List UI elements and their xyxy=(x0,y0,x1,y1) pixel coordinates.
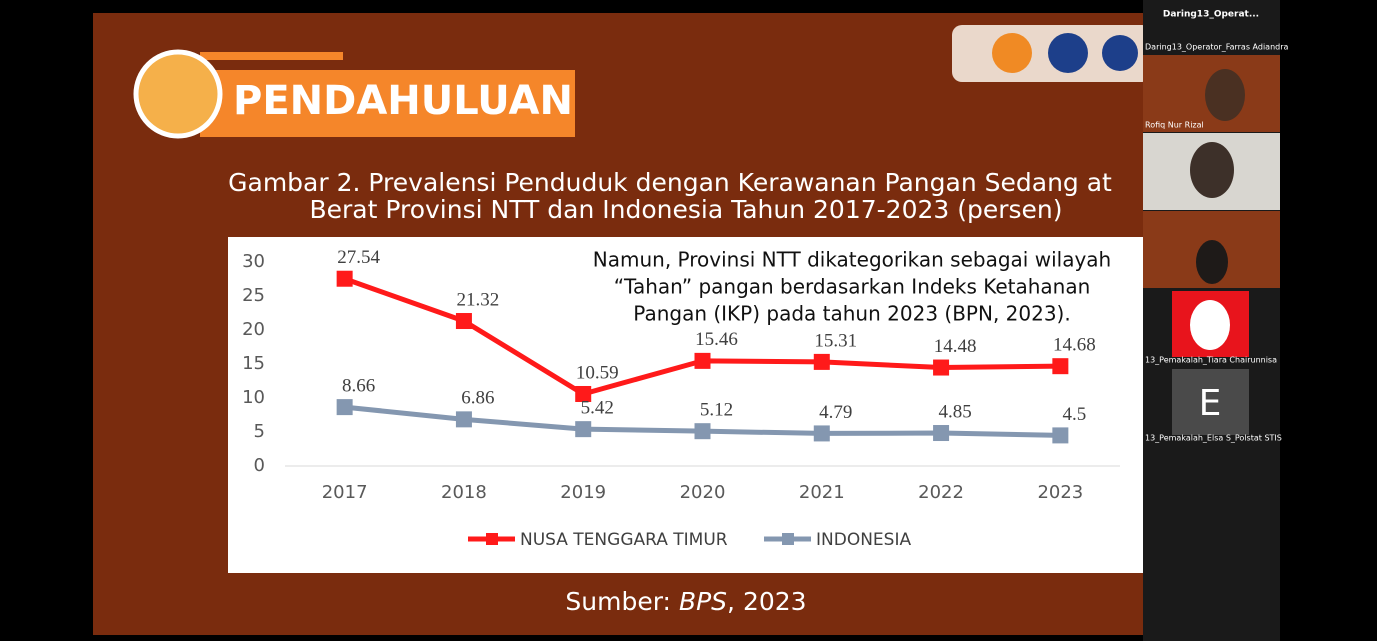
data-label: 8.66 xyxy=(342,375,375,396)
marker xyxy=(933,425,950,442)
figure-title: Berat Provinsi NTT dan Indonesia Tahun 2… xyxy=(309,195,1062,224)
participant-name: Daring13_Operator_Farras Adiandra xyxy=(1145,43,1289,52)
y-tick-label: 30 xyxy=(242,251,265,272)
avatar: E xyxy=(1199,383,1222,424)
data-label: 14.68 xyxy=(1053,335,1096,356)
annotation: Namun, Provinsi NTT dikategorikan sebaga… xyxy=(593,248,1111,272)
data-label: 10.59 xyxy=(576,362,619,383)
data-label: 21.32 xyxy=(457,289,500,310)
marker xyxy=(813,353,830,370)
y-tick-label: 5 xyxy=(254,421,265,442)
avatar-box xyxy=(1172,369,1249,435)
data-label: 4.85 xyxy=(938,401,971,422)
marker xyxy=(694,352,711,369)
person xyxy=(1196,240,1228,284)
marker xyxy=(813,425,830,442)
participant-name: Rofiq Nur Rizal xyxy=(1145,121,1204,130)
heading-box xyxy=(200,70,575,137)
data-label: 14.48 xyxy=(934,336,977,357)
y-tick-label: 25 xyxy=(242,285,265,306)
x-tick-label: 2020 xyxy=(680,482,726,503)
source-suffix: , 2023 xyxy=(727,587,807,616)
y-tick-label: 10 xyxy=(242,387,265,408)
data-label: 15.46 xyxy=(695,329,738,350)
heading-bar xyxy=(200,52,343,60)
annotation: Pangan (IKP) pada tahun 2023 (BPN, 2023)… xyxy=(633,302,1070,326)
person xyxy=(1205,69,1245,121)
figure-title: Gambar 2. Prevalensi Penduduk dengan Ker… xyxy=(228,168,1112,197)
participant-name: 13_Pemakalah_Tiara Chairunnisa xyxy=(1145,356,1277,365)
x-tick-label: 2018 xyxy=(441,482,487,503)
logo-polstat xyxy=(1102,35,1138,71)
marker xyxy=(1052,427,1069,444)
person xyxy=(1190,142,1234,198)
marker xyxy=(933,359,950,376)
person xyxy=(1190,300,1230,350)
y-tick-label: 0 xyxy=(254,455,265,476)
logo-bps xyxy=(992,33,1032,73)
marker xyxy=(336,399,353,416)
legend-marker xyxy=(782,533,794,545)
data-label: 5.12 xyxy=(700,400,733,421)
chart: 0 5 10 15 20 25 30 2017 2018 2019 2020 2021 2022 2023… xyxy=(242,247,1120,550)
legend-label: NUSA TENGGARA TIMUR xyxy=(520,530,728,550)
marker xyxy=(1052,358,1069,375)
data-label: 4.79 xyxy=(819,402,852,423)
x-tick-label: 2019 xyxy=(560,482,606,503)
marker xyxy=(575,385,592,402)
legend-label: INDONESIA xyxy=(816,530,911,550)
y-tick-label: 15 xyxy=(242,353,265,374)
legend-marker xyxy=(486,533,498,545)
heading-icon xyxy=(133,49,223,139)
marker xyxy=(336,270,353,287)
heading: PENDAHULUAN xyxy=(233,78,573,124)
data-label: 27.54 xyxy=(337,247,380,268)
x-tick-label: 2022 xyxy=(918,482,964,503)
data-label: 4.5 xyxy=(1062,404,1086,425)
data-label: 6.86 xyxy=(461,388,494,409)
panel-header: Daring13_Operat... xyxy=(1163,10,1259,20)
data-label: 15.31 xyxy=(814,330,857,351)
data-label: 5.42 xyxy=(581,398,614,419)
x-tick-label: 2017 xyxy=(322,482,368,503)
marker xyxy=(455,313,472,330)
marker xyxy=(694,423,711,440)
participant-name: 13_Pemakalah_Elsa S_Polstat STIS xyxy=(1145,434,1282,443)
y-tick-label: 20 xyxy=(242,319,265,340)
x-tick-label: 2021 xyxy=(799,482,845,503)
logo-stis xyxy=(1048,33,1088,73)
source-prefix: Sumber: xyxy=(565,587,679,616)
annotation: “Tahan” pangan berdasarkan Indeks Ketaha… xyxy=(614,275,1091,299)
marker xyxy=(575,421,592,438)
x-tick-label: 2023 xyxy=(1037,482,1083,503)
marker xyxy=(455,411,472,428)
source-name: BPS xyxy=(679,587,727,616)
source: Sumber: BPS, 2023 xyxy=(565,587,806,616)
